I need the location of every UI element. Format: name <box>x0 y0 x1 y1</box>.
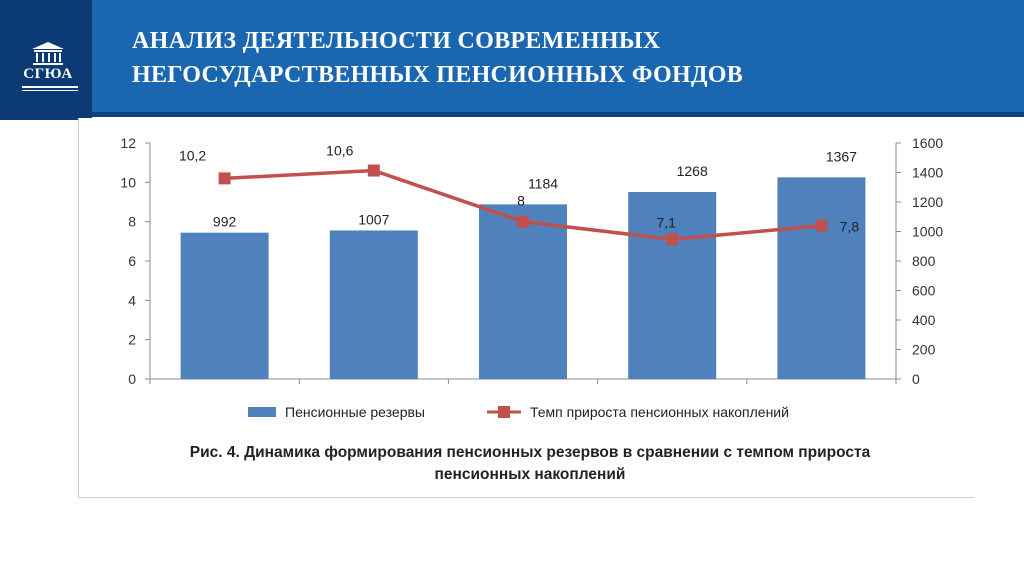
legend-label-bars: Пенсионные резервы <box>285 404 425 420</box>
right-axis-tick-label: 600 <box>912 283 936 299</box>
bar-pension-reserves <box>777 177 866 379</box>
page-title-line-2: НЕГОСУДАРСТВЕННЫХ ПЕНСИОННЫХ ФОНДОВ <box>132 62 744 88</box>
bar-data-label: 1007 <box>358 211 389 227</box>
line-marker <box>666 233 679 246</box>
university-logo: СГЮА <box>0 0 92 120</box>
line-data-label: 7,8 <box>840 219 860 235</box>
line-marker <box>815 219 828 232</box>
line-data-label: 10,2 <box>179 147 206 163</box>
legend-label-line: Темп прироста пенсионных накоплений <box>530 404 789 420</box>
logo-underline <box>22 86 78 88</box>
legend-swatch-marker <box>498 406 510 418</box>
right-axis-tick-label: 0 <box>912 371 920 387</box>
figure-caption-line-1: Рис. 4. Динамика формирования пенсионных… <box>189 444 871 461</box>
bar-pension-reserves <box>479 204 567 379</box>
right-axis-tick-label: 1600 <box>912 135 943 151</box>
chart-frame-left-edge <box>78 118 79 498</box>
left-axis-tick-label: 10 <box>120 174 136 190</box>
figure-caption-line-2: пенсионных накоплений <box>434 466 626 483</box>
line-marker <box>218 172 231 185</box>
line-marker <box>517 215 529 228</box>
left-axis-tick-label: 0 <box>128 371 136 387</box>
bar-data-label: 1184 <box>528 175 558 191</box>
columns-emblem-icon <box>32 42 64 65</box>
bar-data-label: 992 <box>213 214 237 230</box>
line-data-label: 8 <box>517 193 525 209</box>
legend-swatch-bars <box>248 407 276 417</box>
bar-pension-reserves <box>180 232 269 379</box>
bar-pension-reserves <box>628 191 717 379</box>
left-axis-tick-label: 4 <box>128 292 136 308</box>
left-axis-tick-label: 6 <box>128 253 136 269</box>
logo-underline-thin <box>22 90 78 91</box>
left-axis-tick-label: 2 <box>128 332 136 348</box>
line-marker <box>367 164 380 177</box>
page-title: АНАЛИЗ ДЕЯТЕЛЬНОСТИ СОВРЕМЕННЫХ НЕГОСУДА… <box>132 24 992 92</box>
left-axis-tick-label: 8 <box>128 214 136 230</box>
bar-data-label: 1367 <box>826 148 857 164</box>
header-accent-line <box>0 112 1024 117</box>
right-axis-tick-label: 400 <box>912 312 936 328</box>
right-axis-tick-label: 800 <box>912 253 936 269</box>
right-axis-tick-label: 1000 <box>912 224 943 240</box>
logo-text: СГЮА <box>23 66 73 82</box>
bar-pension-reserves <box>329 230 418 379</box>
line-data-label: 10,6 <box>326 143 353 159</box>
chart-frame-bottom-edge <box>78 497 974 498</box>
page-title-line-1: АНАЛИЗ ДЕЯТЕЛЬНОСТИ СОВРЕМЕННЫХ <box>132 28 661 54</box>
right-axis-tick-label: 1200 <box>912 194 943 210</box>
right-axis-tick-label: 200 <box>912 342 936 358</box>
left-axis-tick-label: 12 <box>120 135 136 151</box>
right-axis-tick-label: 1400 <box>912 165 943 181</box>
line-data-label: 7,1 <box>656 214 676 230</box>
bar-data-label: 1268 <box>677 163 708 179</box>
figure-caption: Рис. 4. Динамика формирования пенсионных… <box>100 442 960 486</box>
header-bar <box>0 0 1024 112</box>
